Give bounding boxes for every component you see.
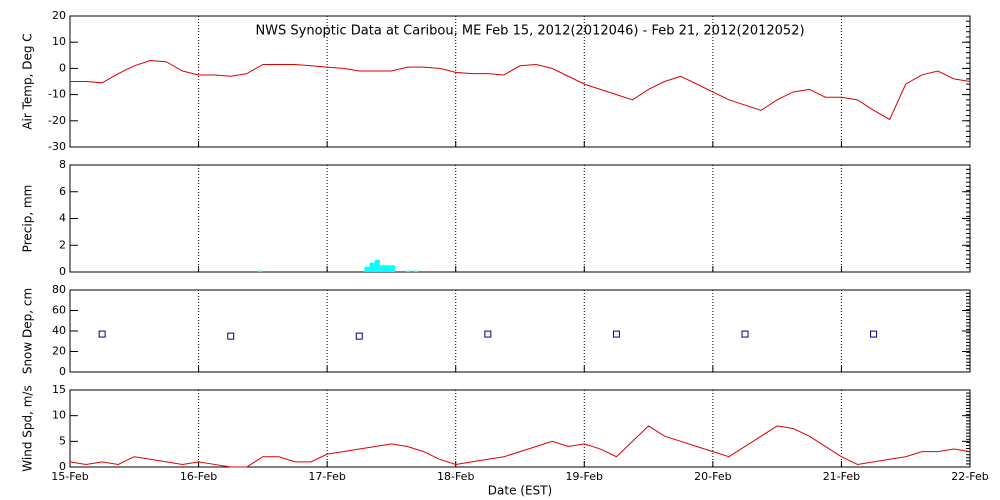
y-tick-label: 2 bbox=[59, 238, 66, 251]
bar bbox=[364, 266, 370, 272]
bar bbox=[379, 265, 385, 272]
y-tick-label: 0 bbox=[59, 265, 66, 278]
y-tick-label: 5 bbox=[59, 434, 66, 447]
y-axis-label: Precip, mm bbox=[21, 185, 35, 253]
line-series bbox=[69, 425, 971, 468]
y-tick-label: 6 bbox=[59, 185, 66, 198]
point bbox=[227, 332, 235, 340]
y-tick-label: 4 bbox=[59, 212, 66, 225]
y-axis-label: Snow Dep, cm bbox=[21, 288, 35, 374]
point bbox=[870, 330, 878, 338]
y-tick-label: -20 bbox=[48, 114, 66, 127]
bar bbox=[405, 270, 411, 272]
bar bbox=[257, 270, 263, 272]
x-tick-label: 21-Feb bbox=[823, 470, 860, 483]
y-tick-label: 15 bbox=[52, 383, 66, 396]
y-axis-label: Wind Spd, m/s bbox=[21, 385, 35, 471]
plot-frame bbox=[69, 389, 971, 468]
y-tick-label: 10 bbox=[52, 409, 66, 422]
y-tick-label: 0 bbox=[59, 365, 66, 378]
plot-frame bbox=[69, 289, 971, 373]
x-axis-label: Date (EST) bbox=[488, 484, 552, 498]
bar bbox=[385, 265, 391, 272]
x-tick-label: 18-Feb bbox=[437, 470, 474, 483]
point bbox=[98, 330, 106, 338]
y-tick-label: 60 bbox=[52, 304, 66, 317]
point bbox=[355, 332, 363, 340]
point bbox=[484, 330, 492, 338]
plot-frame bbox=[69, 164, 971, 273]
x-tick-label: 20-Feb bbox=[694, 470, 731, 483]
x-tick-label: 16-Feb bbox=[180, 470, 217, 483]
x-tick-label: 15-Feb bbox=[51, 470, 88, 483]
y-tick-label: -30 bbox=[48, 140, 66, 153]
y-axis-label: Air Temp, Deg C bbox=[21, 33, 35, 129]
y-tick-label: 8 bbox=[59, 158, 66, 171]
y-tick-label: 40 bbox=[52, 324, 66, 337]
y-tick-label: 20 bbox=[52, 9, 66, 22]
x-tick-label: 19-Feb bbox=[566, 470, 603, 483]
y-tick-label: 80 bbox=[52, 283, 66, 296]
line-series bbox=[70, 60, 971, 121]
y-tick-label: 0 bbox=[59, 460, 66, 473]
y-tick-label: 20 bbox=[52, 345, 66, 358]
bar bbox=[374, 259, 380, 272]
y-tick-label: -10 bbox=[48, 88, 66, 101]
bar bbox=[390, 265, 396, 272]
x-tick-label: 17-Feb bbox=[308, 470, 345, 483]
chart-title: NWS Synoptic Data at Caribou, ME Feb 15,… bbox=[255, 24, 804, 39]
point bbox=[612, 330, 620, 338]
y-tick-label: 0 bbox=[59, 61, 66, 74]
point bbox=[741, 330, 749, 338]
y-tick-label: 10 bbox=[52, 35, 66, 48]
bar bbox=[369, 262, 375, 272]
x-tick-label: 22-Feb bbox=[951, 470, 988, 483]
bar bbox=[413, 270, 419, 272]
